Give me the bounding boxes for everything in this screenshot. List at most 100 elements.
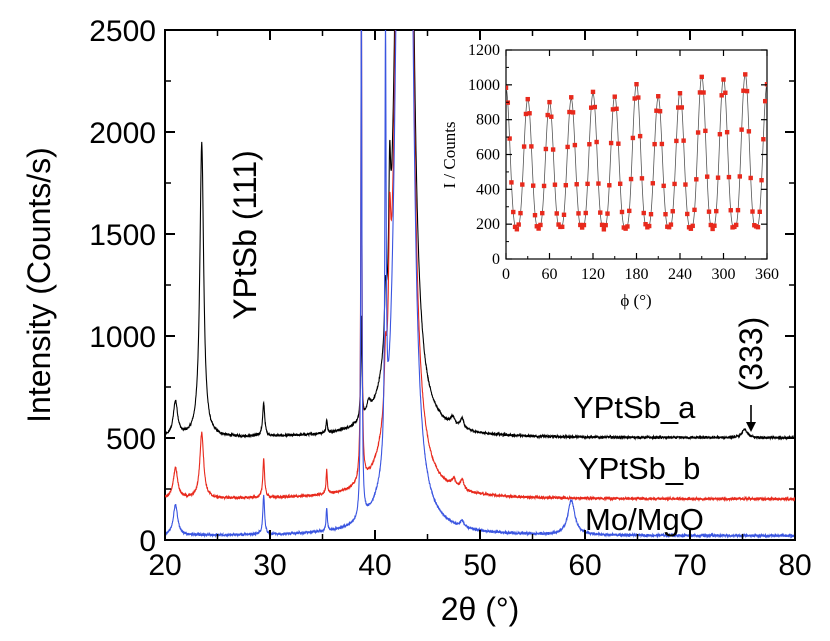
inset-y-tick-label: 1200 <box>468 42 500 59</box>
inset-data-point <box>735 207 741 213</box>
inset-data-point <box>507 136 512 141</box>
inset-data-point <box>614 106 619 111</box>
inset-data-point <box>525 96 530 102</box>
inset-data-point <box>748 175 753 181</box>
inset-data-point <box>755 224 761 230</box>
inset-data-point <box>599 222 605 228</box>
inset-data-point <box>714 208 719 214</box>
inset-data-point <box>657 109 663 114</box>
inset-data-point <box>648 212 654 217</box>
inset-data-point <box>661 183 666 189</box>
inset-y-axis-label: I / Counts <box>440 121 459 188</box>
inset-data-point <box>576 211 581 216</box>
inset-data-point <box>594 139 599 145</box>
inset-data-point <box>521 144 527 149</box>
inset-data-point <box>679 105 685 110</box>
inset-data-point <box>659 141 665 147</box>
inset-data-point <box>717 132 723 137</box>
inset-axis-ticks <box>505 49 768 260</box>
inset-data-point <box>761 137 766 142</box>
inset-data-point <box>610 107 616 112</box>
inset-data-point <box>663 212 668 217</box>
inset-data-point <box>559 224 565 230</box>
inset-data-point <box>625 224 630 229</box>
inset-data-point <box>688 226 694 231</box>
inset-data-point <box>605 211 610 216</box>
inset-data-point <box>556 222 561 227</box>
inset-data-point <box>681 138 686 143</box>
inset-data-point <box>541 183 547 189</box>
inset-data-point <box>652 141 657 147</box>
inset-data-point <box>656 94 661 99</box>
inset-data-point <box>692 207 697 213</box>
inset-data-point <box>694 177 699 182</box>
inset-data-point <box>514 227 520 232</box>
inset-data-point <box>549 114 554 119</box>
inset-data-point <box>511 209 516 215</box>
series-line-yptsb-b <box>165 30 795 503</box>
inset-data-point <box>572 142 578 148</box>
inset-data-point <box>569 95 574 100</box>
inset-data-point <box>601 227 607 232</box>
inset-data-point <box>733 222 739 228</box>
x-tick-label: 20 <box>148 549 181 582</box>
inset-data-point <box>703 128 708 134</box>
inset-data-point <box>675 105 681 110</box>
inset-data-point <box>530 183 536 188</box>
inset-data-point <box>523 111 529 117</box>
inset-data-point <box>668 222 674 227</box>
inset-data-point <box>518 210 523 216</box>
inset-data-point <box>565 144 570 150</box>
inset-data-point <box>561 212 567 217</box>
inset-data-point <box>583 210 588 216</box>
y-tick-label: 2000 <box>89 117 156 150</box>
inset-data-point <box>506 85 509 90</box>
inset-x-tick-label: 360 <box>755 266 779 283</box>
inset-x-tick-label: 180 <box>625 266 649 283</box>
main-y-axis-label: Intensity (Counts/s) <box>21 147 57 423</box>
inset-data-point <box>759 178 764 183</box>
y-tick-label: 0 <box>139 525 156 558</box>
inset-data-point <box>715 175 721 180</box>
inset-data-point <box>527 111 532 116</box>
inset-y-tick-label: 400 <box>476 181 500 198</box>
inset-data-point <box>520 182 525 187</box>
inset-data-point <box>592 104 598 110</box>
series-label-mo-mgo: Mo/MgO <box>585 502 704 537</box>
inset-data-point <box>540 210 545 216</box>
inset-data-point <box>739 127 744 132</box>
inset-data-point <box>590 89 596 95</box>
inset-data-point <box>579 225 585 230</box>
inset-data-point <box>550 147 556 152</box>
annotation-333-arrow-head <box>746 422 756 432</box>
inset-data-point <box>545 112 550 118</box>
inset-data-point <box>670 209 675 214</box>
x-tick-label: 70 <box>673 549 706 582</box>
inset-x-tick-label: 300 <box>712 266 736 283</box>
x-tick-label: 80 <box>778 549 811 582</box>
inset-data-point <box>632 96 637 101</box>
inset-data-point <box>641 210 646 216</box>
inset-x-axis-label: ϕ (°) <box>620 291 651 310</box>
inset-data-point <box>683 182 688 187</box>
inset-y-tick-label: 0 <box>492 251 500 268</box>
inset-data-point <box>578 222 583 228</box>
inset-data-point <box>764 82 767 87</box>
inset-data-point <box>516 222 521 227</box>
inset-data-point <box>585 181 590 187</box>
inset-data-point <box>616 141 621 146</box>
inset-data-point <box>704 174 710 179</box>
inset-data-point <box>543 146 549 152</box>
inset-data-point <box>743 72 748 77</box>
annotation-333: (333) <box>733 317 769 392</box>
inset-data-point <box>534 224 540 229</box>
inset-data-point <box>547 99 552 105</box>
inset-data-point <box>744 88 750 94</box>
main-axis-ticks <box>164 29 796 541</box>
inset-data-point <box>646 223 652 229</box>
y-tick-label: 2500 <box>89 15 156 48</box>
inset-data-point <box>587 142 592 147</box>
inset-data-point <box>728 208 733 213</box>
y-tick-label: 1500 <box>89 219 156 252</box>
